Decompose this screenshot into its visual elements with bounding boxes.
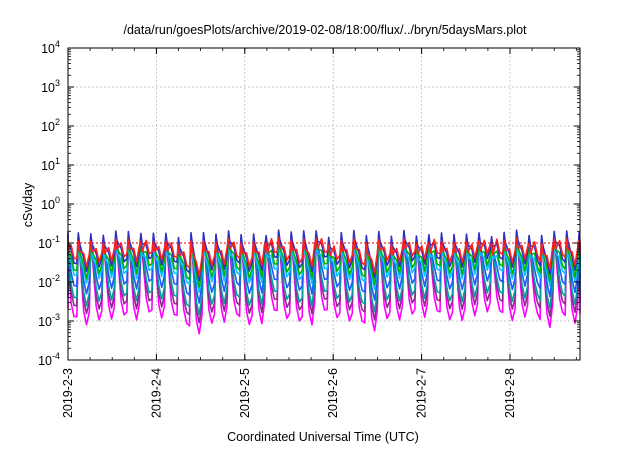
y-tick-label: 10-1 [38,234,60,251]
series-line [67,237,581,335]
grid [68,48,580,360]
y-axis: 10-4 10-3 10-2 10-1 100 101 102 103 104 [38,39,580,368]
y-tick-label: 10-3 [38,312,60,329]
x-tick-label: 2019-2-3 [61,368,75,418]
y-tick-label: 103 [41,78,60,95]
series-line [67,229,581,282]
y-tick-label: 102 [41,117,60,134]
x-tick-label: 2019-2-5 [238,368,252,418]
y-tick-label: 10-4 [38,351,60,368]
series-line [67,234,581,316]
series-line [67,237,581,277]
series-line [67,241,581,294]
chart-title: /data/run/goesPlots/archive/2019-02-08/1… [123,23,527,37]
series-line [67,237,581,324]
x-tick-label: 2019-2-7 [415,368,429,418]
y-tick-label: 101 [41,156,60,173]
y-tick-label: 10-2 [38,273,60,290]
x-tick-label: 2019-2-6 [326,368,340,418]
series-layer [67,229,581,335]
x-axis: 2019-2-3 2019-2-4 2019-2-5 2019-2-6 2019-2-7… [61,48,577,418]
series-line [67,237,581,289]
x-tick-label: 2019-2-4 [149,368,163,418]
x-axis-label: Coordinated Universal Time (UTC) [227,430,419,444]
x-tick-label: 2019-2-8 [503,368,517,418]
y-tick-label: 104 [41,39,60,56]
y-axis-label: cSv/day [21,182,35,227]
y-tick-label: 100 [41,195,60,212]
series-line [67,231,581,304]
